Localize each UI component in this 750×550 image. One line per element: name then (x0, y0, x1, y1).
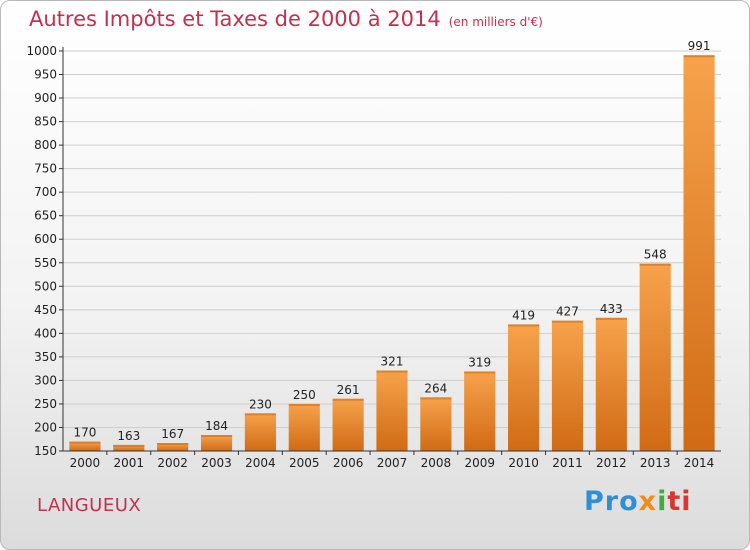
value-label-2007: 321 (381, 355, 404, 369)
bar-cap-2014 (683, 55, 715, 58)
bar-cap-2005 (288, 403, 320, 406)
x-tick-label-2007: 2007 (377, 456, 408, 470)
bar-2013 (639, 263, 671, 451)
value-label-2009: 319 (468, 355, 491, 369)
x-tick-label-2005: 2005 (289, 456, 320, 470)
proxiti-logo[interactable]: Proxiti (584, 486, 692, 517)
y-tick-label: 950 (34, 68, 57, 82)
value-label-2012: 433 (600, 302, 623, 316)
x-tick-label-2004: 2004 (245, 456, 276, 470)
value-label-2001: 163 (117, 429, 140, 443)
value-label-2011: 427 (556, 305, 579, 319)
x-tick-label-2003: 2003 (201, 456, 232, 470)
y-tick-label: 850 (34, 115, 57, 129)
bar-cap-2011 (551, 320, 584, 323)
bar-cap-2007 (376, 370, 408, 373)
value-label-2002: 167 (161, 427, 184, 441)
x-tick-label-2006: 2006 (333, 456, 364, 470)
bar-cap-2000 (69, 441, 101, 444)
value-label-2014: 991 (688, 39, 711, 53)
y-tick-label: 1000 (26, 44, 57, 58)
bar-2002 (157, 443, 189, 451)
value-label-2006: 261 (337, 383, 360, 397)
y-tick-label: 200 (34, 420, 57, 434)
y-tick-label: 300 (34, 373, 57, 387)
chart-title: Autres Impôts et Taxes de 2000 à 2014 (en… (29, 7, 543, 31)
x-tick-label-2001: 2001 (114, 456, 145, 470)
logo-part-2: x (638, 486, 658, 517)
logo-part-4: ti (667, 486, 692, 517)
value-label-2008: 264 (424, 381, 447, 395)
bar-cap-2012 (595, 317, 627, 320)
value-label-2004: 230 (249, 397, 272, 411)
place-name: LANGUEUX (37, 495, 142, 516)
bar-cap-2013 (639, 263, 671, 266)
y-tick-label: 600 (34, 232, 57, 246)
bar-cap-2001 (113, 444, 145, 447)
x-tick-label-2008: 2008 (421, 456, 452, 470)
y-axis: 150 200 250 300 350 400 450 500 550 600 650 700 750 8… (26, 44, 64, 458)
x-tick-label-2009: 2009 (464, 456, 495, 470)
bar-2012 (595, 317, 627, 451)
y-tick-label: 450 (34, 303, 57, 317)
bar-2008 (420, 397, 452, 451)
x-tick-label-2002: 2002 (157, 456, 188, 470)
y-tick-label: 650 (34, 209, 57, 223)
y-tick-label: 250 (34, 397, 57, 411)
chart-title-unit: (en milliers d'€) (448, 15, 543, 29)
y-tick-label: 900 (34, 91, 57, 105)
x-tick-label-2014: 2014 (684, 456, 715, 470)
x-tick-label-2000: 2000 (70, 456, 101, 470)
value-label-2003: 184 (205, 419, 228, 433)
value-labels: 170 163 167 184 230 250 261 321 264 319 419 427 433 5… (73, 39, 710, 443)
bar-cap-2008 (420, 397, 452, 400)
logo-part-1: Pro (584, 486, 639, 517)
bar-2010 (508, 324, 540, 451)
bar-2004 (244, 413, 276, 451)
bar-2000 (69, 441, 101, 451)
y-tick-label: 550 (34, 256, 57, 270)
bar-2001 (113, 444, 145, 451)
y-tick-label: 700 (34, 185, 57, 199)
x-tick-label-2010: 2010 (508, 456, 539, 470)
y-tick-label: 500 (34, 279, 57, 293)
logo-part-3: i (657, 486, 668, 517)
y-tick-label: 150 (34, 444, 57, 458)
bar-2014 (683, 55, 715, 452)
bar-cap-2009 (464, 371, 496, 374)
bars (69, 55, 715, 452)
chart-title-main: Autres Impôts et Taxes de 2000 à 2014 (29, 7, 441, 31)
bar-cap-2006 (332, 398, 364, 401)
bar-2005 (288, 403, 320, 451)
bar-2011 (551, 320, 584, 451)
value-label-2000: 170 (73, 426, 96, 440)
bar-cap-2003 (200, 435, 233, 437)
y-tick-label: 750 (34, 162, 57, 176)
x-tick-label-2011: 2011 (552, 456, 583, 470)
y-tick-label: 800 (34, 138, 57, 152)
value-label-2005: 250 (293, 388, 316, 402)
x-tick-label-2013: 2013 (640, 456, 671, 470)
value-label-2010: 419 (512, 308, 535, 322)
bar-2007 (376, 370, 408, 451)
bar-2006 (332, 398, 364, 451)
x-axis: 2000 2001 2002 2003 2004 2005 2006 2007 2008 2009… (63, 450, 721, 470)
bar-cap-2002 (157, 443, 189, 445)
y-tick-label: 350 (34, 350, 57, 364)
x-tick-label-2012: 2012 (596, 456, 627, 470)
bar-2009 (464, 371, 496, 451)
y-tick-label: 400 (34, 326, 57, 340)
bar-cap-2004 (244, 413, 276, 416)
value-label-2013: 548 (644, 248, 667, 262)
bar-2003 (200, 435, 233, 451)
bar-cap-2010 (508, 324, 540, 327)
